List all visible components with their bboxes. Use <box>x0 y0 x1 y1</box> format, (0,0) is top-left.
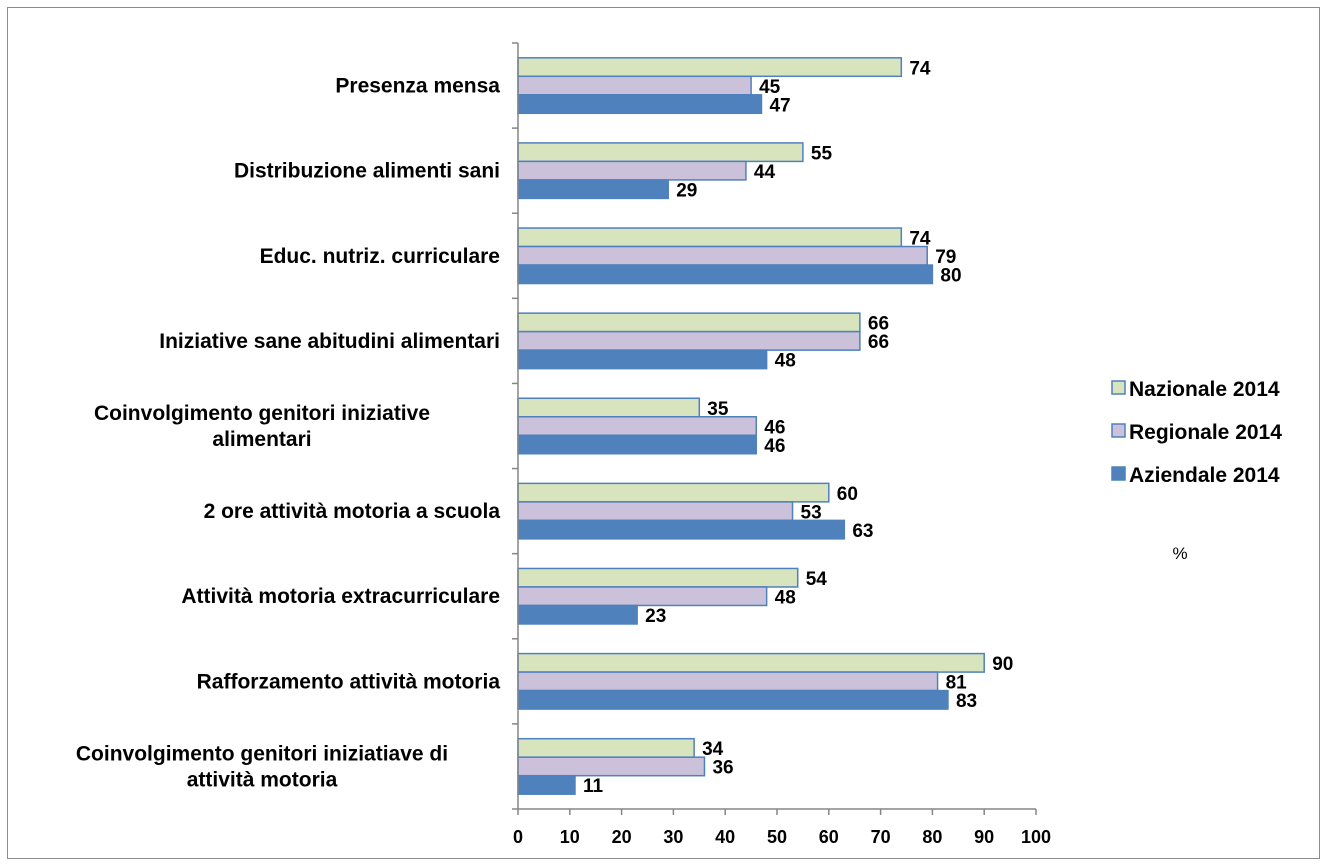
x-tick-label: 60 <box>819 827 839 847</box>
value-label: 66 <box>868 314 889 335</box>
x-tick-label: 80 <box>922 827 942 847</box>
value-label: 63 <box>852 521 873 542</box>
value-label: 66 <box>868 332 889 353</box>
x-tick-label: 0 <box>513 827 523 847</box>
category-label: Distribuzione alimenti sani <box>234 160 500 183</box>
bar <box>517 179 669 200</box>
bars-layer <box>517 57 985 795</box>
bar <box>517 756 706 777</box>
bar <box>517 160 747 181</box>
value-label: 48 <box>775 587 796 608</box>
bar <box>517 312 861 333</box>
unit-note: % <box>1172 544 1187 563</box>
value-label: 60 <box>837 484 858 505</box>
value-label: 48 <box>775 351 796 372</box>
bar <box>517 482 830 503</box>
value-label: 46 <box>764 436 785 457</box>
bar <box>517 604 638 625</box>
value-label: 83 <box>956 691 977 712</box>
value-label: 46 <box>764 417 785 438</box>
x-tick-label: 100 <box>1021 827 1051 847</box>
value-label: 44 <box>754 162 776 183</box>
x-tick-label: 70 <box>871 827 891 847</box>
value-label: 79 <box>935 247 956 268</box>
bar <box>517 94 763 115</box>
bar <box>517 501 794 522</box>
category-label: Educ. nutriz. curriculare <box>260 245 500 268</box>
value-label: 45 <box>759 77 781 98</box>
value-label: 74 <box>909 58 931 79</box>
category-label: attività motoria <box>187 768 338 791</box>
bar <box>517 245 928 266</box>
legend-swatch <box>1111 380 1126 395</box>
value-label: 47 <box>769 95 790 116</box>
bar <box>517 689 949 710</box>
value-label: 35 <box>707 399 729 420</box>
bar <box>517 567 799 588</box>
value-label: 23 <box>645 606 666 627</box>
category-label: Iniziative sane abitudini alimentari <box>159 330 500 353</box>
x-tick-label: 20 <box>612 827 632 847</box>
x-tick-label: 50 <box>767 827 787 847</box>
legend-swatch <box>1111 466 1126 481</box>
category-label: Coinvolgimento genitori iniziative <box>94 402 430 425</box>
legend-label: Aziendale 2014 <box>1129 464 1280 487</box>
value-label: 74 <box>909 229 931 250</box>
bar <box>517 774 576 795</box>
category-label: Attività motoria extracurriculare <box>181 585 500 608</box>
value-label: 81 <box>946 673 968 694</box>
legend-label: Nazionale 2014 <box>1129 378 1280 401</box>
bar <box>517 75 752 96</box>
value-label: 55 <box>811 143 833 164</box>
bar <box>517 519 846 540</box>
bar <box>517 652 985 673</box>
x-tick-label: 40 <box>715 827 735 847</box>
bar <box>517 57 903 78</box>
x-tick-label: 30 <box>663 827 683 847</box>
category-label: Rafforzamento attività motoria <box>197 670 501 693</box>
x-tick-label: 90 <box>974 827 994 847</box>
value-label: 80 <box>940 266 961 287</box>
value-label: 34 <box>702 739 724 760</box>
bar <box>517 434 758 455</box>
legend: Nazionale 2014 Regionale 2014 Aziendale 20… <box>1111 378 1282 487</box>
bar <box>517 397 701 418</box>
bar <box>517 737 695 758</box>
value-label: 36 <box>712 758 733 779</box>
category-label: alimentari <box>212 428 311 451</box>
bar <box>517 142 804 163</box>
value-label: 90 <box>992 654 1013 675</box>
category-label: Coinvolgimento genitori iniziatiave di <box>76 742 448 765</box>
bar <box>517 330 861 351</box>
bar <box>517 227 903 248</box>
value-label: 54 <box>806 569 828 590</box>
category-label: Presenza mensa <box>335 75 500 98</box>
legend-label: Regionale 2014 <box>1129 421 1282 444</box>
x-tick-label: 10 <box>560 827 580 847</box>
bar <box>517 349 768 370</box>
value-label: 53 <box>801 502 822 523</box>
axes-layer <box>512 42 1037 815</box>
category-label: 2 ore attività motoria a scuola <box>204 500 501 523</box>
bar <box>517 264 934 285</box>
bar <box>517 586 768 607</box>
value-label: 11 <box>583 776 604 797</box>
bar <box>517 671 939 692</box>
legend-swatch <box>1111 423 1126 438</box>
value-label: 29 <box>676 180 697 201</box>
